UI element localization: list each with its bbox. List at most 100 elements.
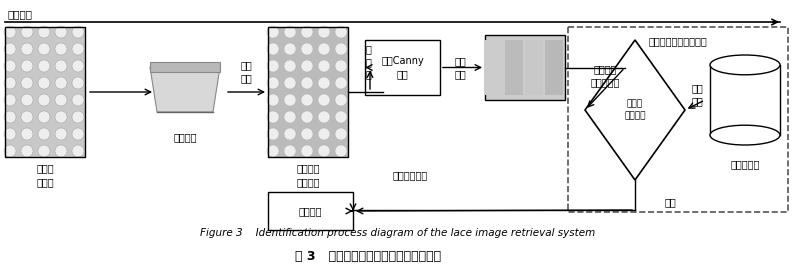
Bar [485, 40, 503, 95]
Ellipse shape [4, 145, 16, 157]
Ellipse shape [284, 145, 296, 157]
Ellipse shape [335, 128, 347, 140]
Ellipse shape [4, 77, 16, 89]
Ellipse shape [4, 43, 16, 55]
Text: 特征
向量: 特征 向量 [692, 84, 704, 107]
Text: 特征匹配（层次匹配）: 特征匹配（层次匹配） [649, 36, 708, 46]
Ellipse shape [38, 77, 50, 89]
Ellipse shape [4, 60, 16, 72]
Ellipse shape [318, 77, 330, 89]
Ellipse shape [284, 94, 296, 106]
Ellipse shape [38, 128, 50, 140]
Text: 图 3   蓾丝花边检索系统的辨识阶段框图: 图 3 蓾丝花边检索系统的辨识阶段框图 [295, 250, 441, 263]
Ellipse shape [38, 94, 50, 106]
Ellipse shape [4, 128, 16, 140]
Ellipse shape [72, 128, 84, 140]
Ellipse shape [55, 26, 67, 38]
Ellipse shape [72, 111, 84, 123]
Bar [568, 27, 788, 212]
Ellipse shape [55, 128, 67, 140]
Ellipse shape [55, 94, 67, 106]
Ellipse shape [301, 94, 313, 106]
Ellipse shape [21, 128, 33, 140]
Text: 决策: 决策 [664, 197, 676, 207]
Ellipse shape [72, 77, 84, 89]
Bar [268, 27, 348, 157]
Text: 特征向量
提取的特征: 特征向量 提取的特征 [591, 64, 620, 87]
Ellipse shape [38, 111, 50, 123]
Ellipse shape [55, 43, 67, 55]
Ellipse shape [301, 43, 313, 55]
Ellipse shape [301, 77, 313, 89]
Text: 待测蓾
丝花边: 待测蓾 丝花边 [36, 163, 54, 187]
Text: 检索结果: 检索结果 [298, 206, 322, 216]
Text: 特征
提取: 特征 提取 [455, 56, 466, 79]
Ellipse shape [301, 111, 313, 123]
Bar [545, 40, 563, 95]
Ellipse shape [4, 26, 16, 38]
Ellipse shape [267, 77, 279, 89]
Ellipse shape [335, 111, 347, 123]
Ellipse shape [284, 77, 296, 89]
Ellipse shape [21, 60, 33, 72]
Text: 采集设备: 采集设备 [174, 132, 197, 143]
Text: Figure 3    Identification process diagram of the lace image retrieval system: Figure 3 Identification process diagram … [201, 228, 595, 238]
Bar [268, 192, 353, 230]
Ellipse shape [4, 111, 16, 123]
Ellipse shape [267, 26, 279, 38]
Text: 图像
采集: 图像 采集 [240, 60, 252, 84]
Ellipse shape [301, 26, 313, 38]
Ellipse shape [710, 55, 780, 75]
Bar [505, 40, 523, 95]
Text: 预
处
理: 预 处 理 [365, 45, 371, 79]
Bar [525, 40, 543, 95]
Ellipse shape [72, 26, 84, 38]
Bar [150, 62, 220, 72]
Ellipse shape [21, 94, 33, 106]
Ellipse shape [267, 111, 279, 123]
Bar [365, 40, 440, 95]
Ellipse shape [301, 128, 313, 140]
Ellipse shape [335, 26, 347, 38]
Ellipse shape [38, 60, 50, 72]
Text: 一个完全组织: 一个完全组织 [392, 170, 427, 180]
Ellipse shape [335, 60, 347, 72]
Ellipse shape [267, 128, 279, 140]
Ellipse shape [710, 125, 780, 145]
Ellipse shape [318, 60, 330, 72]
Ellipse shape [21, 43, 33, 55]
Bar [5, 27, 85, 157]
Ellipse shape [301, 145, 313, 157]
Ellipse shape [335, 94, 347, 106]
Ellipse shape [318, 111, 330, 123]
Text: 一对多
层次匹配: 一对多 层次匹配 [624, 100, 646, 120]
Ellipse shape [72, 145, 84, 157]
Bar [710, 65, 780, 135]
Bar [268, 27, 348, 157]
Ellipse shape [284, 43, 296, 55]
Ellipse shape [21, 145, 33, 157]
Ellipse shape [284, 128, 296, 140]
Ellipse shape [38, 145, 50, 157]
Ellipse shape [72, 60, 84, 72]
Ellipse shape [55, 111, 67, 123]
Text: 彩色Canny
图像: 彩色Canny 图像 [381, 56, 424, 79]
Ellipse shape [318, 145, 330, 157]
Ellipse shape [318, 26, 330, 38]
Ellipse shape [38, 43, 50, 55]
Ellipse shape [335, 77, 347, 89]
Ellipse shape [267, 94, 279, 106]
Text: 特征数据库: 特征数据库 [730, 159, 759, 169]
Ellipse shape [267, 145, 279, 157]
Ellipse shape [21, 77, 33, 89]
Bar [5, 27, 85, 157]
Ellipse shape [318, 128, 330, 140]
Ellipse shape [72, 43, 84, 55]
Ellipse shape [38, 26, 50, 38]
Ellipse shape [301, 60, 313, 72]
Ellipse shape [55, 145, 67, 157]
Ellipse shape [55, 77, 67, 89]
Ellipse shape [318, 94, 330, 106]
Ellipse shape [21, 26, 33, 38]
Polygon shape [585, 40, 685, 180]
